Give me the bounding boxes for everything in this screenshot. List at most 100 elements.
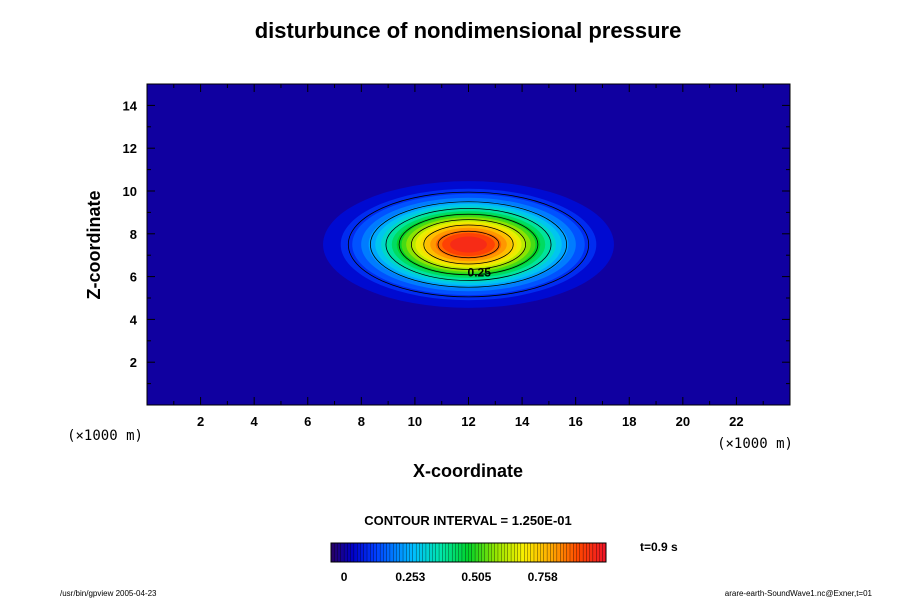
colorbar-cell	[533, 542, 538, 563]
colorbar-cell	[422, 542, 427, 563]
colorbar-cell	[360, 542, 365, 563]
y-tick-label: 14	[123, 98, 138, 113]
colorbar-cell	[435, 542, 440, 563]
contour-lines	[347, 191, 590, 298]
y-unit-label: (×1000 m)	[67, 428, 143, 444]
colorbar-cell	[546, 542, 551, 563]
x-tick-label: 10	[408, 414, 422, 429]
colorbar-cells	[330, 542, 607, 563]
colorbar-cell	[402, 542, 407, 563]
contour-interval-text: CONTOUR INTERVAL = 1.250E-01	[364, 513, 571, 528]
colorbar-cell	[563, 542, 568, 563]
colorbar-tick-label: 0.253	[395, 570, 425, 584]
y-tick-label: 4	[130, 312, 138, 327]
contour-line	[398, 213, 539, 276]
contour-line	[437, 230, 500, 259]
colorbar-cell	[599, 542, 604, 563]
x-tick-label: 22	[729, 414, 743, 429]
x-tick-label: 16	[568, 414, 582, 429]
colorbar-cell	[576, 542, 581, 563]
plot-area: 0.25	[146, 83, 791, 406]
colorbar-cell	[520, 542, 525, 563]
colorbar-frame	[330, 542, 607, 563]
colorbar-cell	[471, 542, 476, 563]
colorbar-cell	[353, 542, 358, 563]
colorbar-cell	[357, 542, 361, 563]
colorbar-cell	[334, 542, 338, 563]
x-tick-label: 8	[358, 414, 365, 429]
colorbar-cell	[514, 542, 518, 563]
colorbar-cell	[510, 542, 515, 563]
colorbar-cell	[389, 542, 394, 563]
colorbar-cell	[566, 542, 571, 563]
colorbar-cell	[517, 542, 522, 563]
colorbar-cell	[340, 542, 345, 563]
colorbar-cell	[543, 542, 548, 563]
colorbar-cell	[484, 542, 489, 563]
colorbar-tick-label: 0.505	[461, 570, 491, 584]
colorbar-cell	[458, 542, 463, 563]
contour-line	[347, 191, 590, 298]
colorbar-cell	[527, 542, 532, 563]
y-tick-label: 2	[130, 355, 137, 370]
colorbar-cell	[507, 542, 512, 563]
colorbar-cell	[491, 542, 496, 563]
colorbar-cell	[409, 542, 414, 563]
colorbar-cell	[569, 542, 574, 563]
contour-value-label: 0.25	[468, 265, 492, 279]
colorbar-cell	[399, 542, 404, 563]
x-tick-label: 14	[515, 414, 530, 429]
contour-line	[385, 208, 552, 281]
x-unit-label: (×1000 m)	[717, 436, 793, 452]
colorbar-cell	[540, 542, 545, 563]
x-axis-label: X-coordinate	[413, 461, 523, 481]
colorbar-cell	[383, 542, 388, 563]
x-tick-label: 6	[304, 414, 311, 429]
x-tick-label: 20	[676, 414, 690, 429]
colorbar-cell	[478, 542, 482, 563]
colorbar-cell	[396, 542, 401, 563]
colorbar-cell	[589, 542, 594, 563]
colorbar-cell	[393, 542, 397, 563]
field-band	[450, 236, 487, 253]
time-label: t=0.9 s	[640, 540, 678, 554]
colorbar-cell	[553, 542, 558, 563]
colorbar-cell	[560, 542, 564, 563]
x-tick-label: 2	[197, 414, 204, 429]
colorbar-cell	[455, 542, 460, 563]
colorbar-cell	[429, 542, 433, 563]
colorbar-cell	[445, 542, 450, 563]
colorbar-cell	[373, 542, 378, 563]
colorbar-cell	[487, 542, 492, 563]
colorbar-cell	[556, 542, 561, 563]
colorbar-cell	[438, 542, 443, 563]
colorbar-cell	[582, 542, 587, 563]
colorbar-tick-label: 0.758	[528, 570, 558, 584]
colorbar-cell	[573, 542, 577, 563]
colorbar-cell	[366, 542, 371, 563]
y-tick-label: 12	[123, 141, 137, 156]
colorbar-cell	[501, 542, 505, 563]
colorbar-cell	[412, 542, 417, 563]
colorbar-cell	[474, 542, 479, 563]
colorbar-tick-label: 0	[341, 570, 348, 584]
colorbar-cell	[330, 542, 335, 563]
colorbar-cell	[461, 542, 466, 563]
colorbar-cell	[596, 542, 600, 563]
colorbar-cell	[343, 542, 348, 563]
colorbar-cell	[451, 542, 456, 563]
colorbar-cell	[468, 542, 473, 563]
chart-title: disturbunce of nondimensional pressure	[255, 18, 682, 43]
contour-line	[410, 219, 527, 270]
colorbar-cell	[481, 542, 486, 563]
colorbar-cell	[586, 542, 590, 563]
colorbar-cell	[350, 542, 355, 563]
x-tick-label: 12	[461, 414, 475, 429]
x-tick-labels: 2 4 6 8 10 12 14 16 18 20 22	[197, 414, 744, 429]
colorbar-cell	[363, 542, 368, 563]
y-tick-label: 10	[123, 184, 137, 199]
y-tick-labels: 2 4 6 8 10 12 14	[123, 98, 138, 370]
colorbar-cell	[347, 542, 351, 563]
footer-left-text: /usr/bin/gpview 2005-04-23	[60, 589, 157, 598]
